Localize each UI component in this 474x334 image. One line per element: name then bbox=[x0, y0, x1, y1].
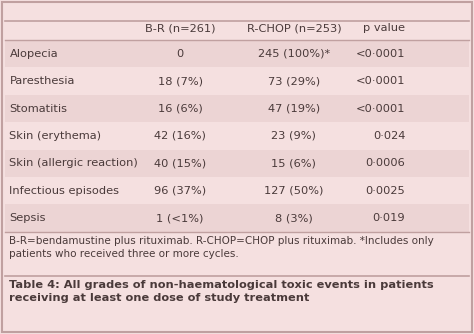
Text: 0·019: 0·019 bbox=[373, 213, 405, 223]
Text: 16 (6%): 16 (6%) bbox=[158, 104, 202, 114]
Text: B-R (n=261): B-R (n=261) bbox=[145, 23, 215, 33]
Text: Paresthesia: Paresthesia bbox=[9, 76, 75, 86]
Text: 245 (100%)*: 245 (100%)* bbox=[258, 49, 330, 59]
FancyBboxPatch shape bbox=[5, 204, 469, 232]
Text: p value: p value bbox=[363, 23, 405, 33]
Text: Skin (erythema): Skin (erythema) bbox=[9, 131, 101, 141]
Text: 18 (7%): 18 (7%) bbox=[158, 76, 202, 86]
Text: B-R=bendamustine plus rituximab. R-CHOP=CHOP plus rituximab. *Includes only
pati: B-R=bendamustine plus rituximab. R-CHOP=… bbox=[9, 236, 434, 259]
Text: 73 (29%): 73 (29%) bbox=[268, 76, 320, 86]
Text: <0·0001: <0·0001 bbox=[356, 104, 405, 114]
Text: 23 (9%): 23 (9%) bbox=[272, 131, 316, 141]
Text: 96 (37%): 96 (37%) bbox=[154, 186, 206, 196]
Text: Infectious episodes: Infectious episodes bbox=[9, 186, 119, 196]
Text: 40 (15%): 40 (15%) bbox=[154, 158, 206, 168]
Text: Stomatitis: Stomatitis bbox=[9, 104, 67, 114]
Text: 47 (19%): 47 (19%) bbox=[268, 104, 320, 114]
FancyBboxPatch shape bbox=[5, 122, 469, 150]
Text: <0·0001: <0·0001 bbox=[356, 76, 405, 86]
Text: 0·0025: 0·0025 bbox=[365, 186, 405, 196]
Text: 42 (16%): 42 (16%) bbox=[154, 131, 206, 141]
FancyBboxPatch shape bbox=[5, 150, 469, 177]
Text: Skin (allergic reaction): Skin (allergic reaction) bbox=[9, 158, 138, 168]
Text: Table 4: All grades of non-haematological toxic events in patients
receiving at : Table 4: All grades of non-haematologica… bbox=[9, 280, 434, 303]
Text: 0·0006: 0·0006 bbox=[365, 158, 405, 168]
FancyBboxPatch shape bbox=[5, 177, 469, 204]
Text: 0: 0 bbox=[176, 49, 184, 59]
Text: 8 (3%): 8 (3%) bbox=[275, 213, 313, 223]
FancyBboxPatch shape bbox=[5, 95, 469, 122]
Text: <0·0001: <0·0001 bbox=[356, 49, 405, 59]
Text: 15 (6%): 15 (6%) bbox=[272, 158, 316, 168]
Text: 1 (<1%): 1 (<1%) bbox=[156, 213, 204, 223]
FancyBboxPatch shape bbox=[5, 40, 469, 67]
Text: 0·024: 0·024 bbox=[373, 131, 405, 141]
Text: 127 (50%): 127 (50%) bbox=[264, 186, 324, 196]
Text: R-CHOP (n=253): R-CHOP (n=253) bbox=[246, 23, 341, 33]
Text: Alopecia: Alopecia bbox=[9, 49, 58, 59]
Text: Sepsis: Sepsis bbox=[9, 213, 46, 223]
FancyBboxPatch shape bbox=[5, 67, 469, 95]
